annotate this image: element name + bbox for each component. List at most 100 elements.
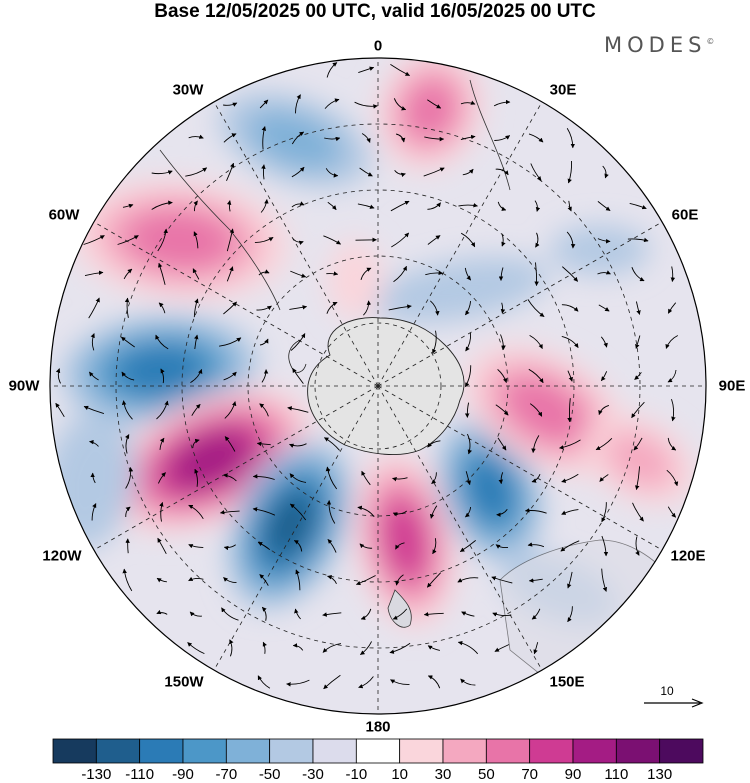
wind-arrow [494, 644, 510, 652]
wind-arrow [291, 201, 305, 208]
positive-anomaly-contour [605, 431, 675, 489]
positive-anomaly-contour [327, 240, 383, 320]
wind-arrow [325, 466, 338, 490]
wind-arrow [390, 64, 411, 77]
wind-arrow [392, 476, 408, 482]
latitude-circle [314, 322, 442, 450]
wind-arrow [457, 577, 479, 583]
positive-anomaly-contour [125, 209, 235, 271]
wind-arrow [531, 435, 540, 454]
wind-arrow [159, 501, 164, 522]
wind-arrow [83, 405, 105, 415]
wind-arrow [83, 235, 105, 245]
wind-arrow [497, 437, 507, 451]
wind-arrow [391, 232, 410, 248]
wind-arrow [90, 472, 96, 484]
wind-arrow [327, 575, 337, 584]
wind-arrow [226, 266, 234, 282]
wind-arrow [567, 200, 572, 212]
wind-arrow [598, 304, 610, 312]
wind-arrow [55, 368, 61, 384]
wind-arrow [432, 538, 437, 555]
modes-logo: MODES© [604, 33, 714, 57]
wind-arrow [358, 676, 374, 689]
latitude-circle [115, 123, 641, 649]
colorbar-swatch [442, 738, 487, 764]
wind-arrow [259, 99, 269, 109]
wind-arrow [151, 170, 173, 175]
colorbar-tick-label: -30 [302, 766, 324, 783]
wind-arrow [393, 98, 407, 111]
wind-arrow [157, 472, 166, 484]
wind-arrow [357, 203, 375, 209]
wind-arrow [223, 301, 237, 315]
wind-arrow [392, 510, 408, 517]
colorbar-tick-label: 130 [647, 766, 673, 783]
colorbar-tick-label: -50 [258, 766, 281, 783]
wind-arrow [91, 503, 97, 521]
wind-arrow [291, 166, 305, 178]
wind-arrow [430, 300, 440, 316]
positive-anomaly-contour [403, 79, 457, 141]
wind-arrow [121, 371, 135, 381]
wind-arrow [634, 372, 642, 380]
wind-arrow [158, 262, 166, 285]
colorbar-swatch [485, 738, 531, 764]
wind-arrow [125, 538, 130, 554]
wind-arrow [431, 472, 437, 485]
colorbar-tick-label: -90 [172, 766, 194, 783]
wind-arrow [600, 336, 608, 348]
wind-arrow [426, 572, 442, 588]
wind-arrow [260, 199, 269, 213]
wind-arrow [427, 235, 441, 245]
wind-arrow [597, 238, 611, 244]
wind-arrow [667, 302, 677, 314]
wind-arrow [559, 439, 581, 450]
wind-arrow [423, 612, 444, 617]
wind-arrow [567, 370, 573, 382]
wind-arrow [324, 437, 340, 451]
lon-label-90w: 90W [8, 377, 40, 395]
wind-arrow [295, 569, 301, 591]
wind-arrow [524, 508, 547, 514]
wind-arrow [601, 568, 607, 592]
wind-arrow [294, 608, 301, 620]
wind-arrow [360, 608, 372, 620]
wind-arrow [327, 539, 337, 553]
wind-arrow [125, 506, 131, 518]
lon-label-60e: 60E [671, 206, 699, 224]
colorbar-swatch [355, 738, 401, 764]
wind-arrow [223, 544, 236, 551]
lon-label-120e: 120E [670, 547, 706, 565]
wind-arrow [193, 200, 198, 212]
wind-arrow [465, 506, 472, 518]
wind-arrow [461, 611, 475, 617]
wind-arrow [632, 502, 644, 522]
wind-arrow [528, 133, 544, 143]
wind-arrow [390, 200, 410, 212]
wind-arrow [671, 398, 676, 422]
wind-arrow [254, 237, 274, 244]
wind-arrow [295, 94, 301, 114]
copyright-mark: © [706, 37, 715, 46]
wind-arrow [561, 473, 579, 483]
wind-arrow [252, 474, 275, 480]
negative-anomaly-contour [550, 225, 650, 275]
meridian-line [213, 101, 379, 387]
wind-arrow [635, 536, 640, 556]
wind-arrow [601, 502, 607, 523]
colorbar-swatch [95, 738, 141, 764]
wind-arrow [123, 268, 133, 280]
wind-arrow [464, 365, 472, 388]
wind-arrow [261, 369, 269, 383]
wind-arrow [527, 542, 545, 548]
colorbar-tick-label: -110 [125, 766, 155, 783]
wind-arrow [602, 165, 609, 179]
wind-arrow [192, 268, 200, 280]
map-title: Base 12/05/2025 00 UTC, valid 16/05/2025… [154, 1, 596, 22]
wind-arrow [219, 510, 240, 515]
wind-arrow [259, 574, 269, 586]
wind-arrow [497, 201, 507, 211]
wind-arrow [226, 200, 232, 212]
brand-text: MODES [604, 33, 707, 57]
